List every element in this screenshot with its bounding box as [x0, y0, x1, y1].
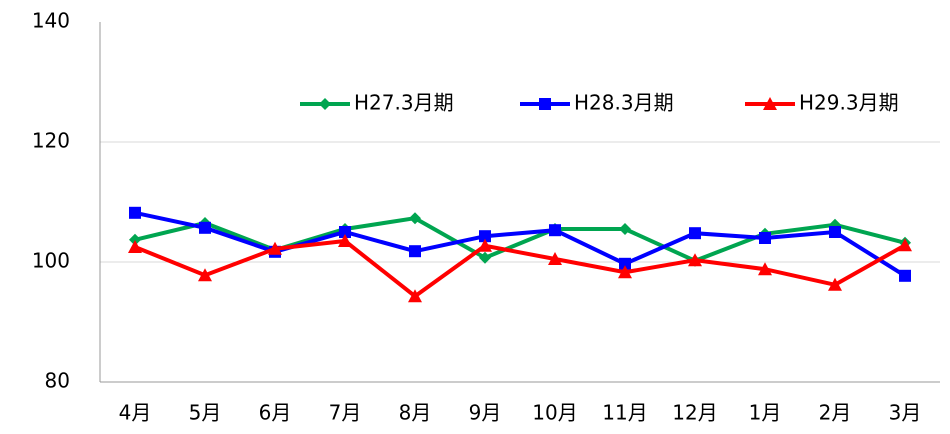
marker [409, 212, 421, 225]
legend-label: H28.3月期 [574, 91, 674, 115]
marker [829, 226, 841, 238]
marker [759, 232, 771, 244]
marker [409, 245, 421, 258]
x-tick-label: 5月 [189, 401, 222, 425]
x-tick-label: 2月 [819, 401, 852, 425]
marker [898, 238, 912, 252]
series-line [134, 238, 906, 299]
marker [128, 240, 142, 253]
legend-label: H27.3月期 [354, 91, 454, 115]
x-tick-label: 4月 [119, 401, 152, 425]
marker [618, 265, 632, 279]
marker [758, 262, 772, 276]
x-tick-label: 11月 [602, 401, 647, 425]
y-tick-label: 140 [32, 9, 70, 33]
x-tick-label: 8月 [399, 401, 432, 425]
marker [319, 98, 331, 110]
x-tick-label: 3月 [889, 401, 922, 425]
marker [339, 226, 351, 238]
y-tick-label: 120 [32, 129, 70, 153]
x-tick-label: 1月 [749, 401, 782, 425]
x-tick-label: 9月 [469, 401, 502, 425]
series-line [134, 210, 907, 278]
x-tick-label: 7月 [329, 401, 362, 425]
marker [548, 252, 562, 265]
marker [479, 230, 491, 243]
marker [478, 238, 492, 252]
marker [763, 97, 777, 110]
y-tick-label: 100 [32, 249, 70, 273]
y-tick-label: 80 [45, 369, 70, 393]
marker [408, 289, 422, 303]
marker [619, 257, 631, 270]
marker [198, 268, 212, 282]
x-tick-label: 10月 [532, 401, 577, 425]
x-tick-label: 6月 [259, 401, 292, 425]
marker [129, 206, 141, 219]
marker [899, 269, 911, 282]
marker [268, 241, 282, 255]
marker [479, 251, 491, 264]
marker [688, 253, 702, 267]
legend-label: H29.3月期 [799, 91, 899, 115]
series-line [134, 216, 906, 263]
marker [828, 277, 842, 291]
marker [619, 223, 631, 235]
marker [689, 227, 701, 240]
marker [199, 221, 211, 234]
marker [338, 234, 352, 247]
marker [539, 98, 551, 110]
marker [129, 233, 141, 246]
x-tick-label: 12月 [672, 401, 717, 425]
marker [549, 224, 561, 237]
